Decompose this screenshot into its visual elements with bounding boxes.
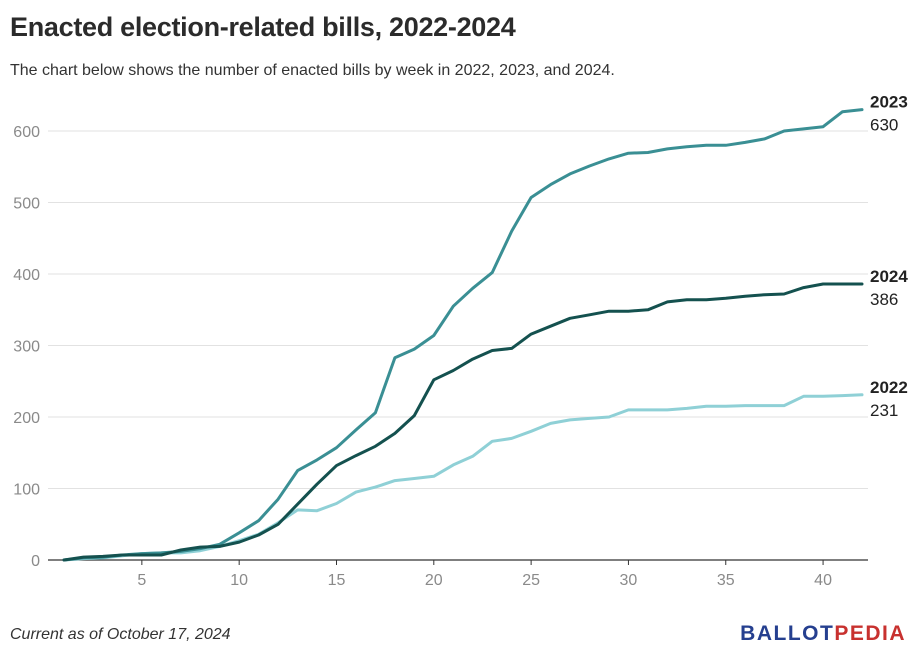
series-line-2023 — [62, 108, 864, 562]
series-label-2022: 2022 — [870, 378, 908, 397]
y-axis: 0 100 200 300 400 500 600 — [13, 124, 40, 570]
x-tick-label: 20 — [425, 572, 443, 589]
x-tick-label: 40 — [814, 572, 832, 589]
x-tick-label: 15 — [328, 572, 346, 589]
x-tick-label: 10 — [230, 572, 248, 589]
series-label-2024: 2024 — [870, 267, 908, 286]
y-tick-label: 200 — [13, 410, 40, 427]
logo-pedia-text: PEDIA — [834, 622, 906, 645]
x-tick-label: 30 — [620, 572, 638, 589]
y-tick-label: 100 — [13, 482, 40, 499]
x-tick-label: 35 — [717, 572, 735, 589]
y-tick-label: 300 — [13, 339, 40, 356]
series-end-value-2022: 231 — [870, 401, 898, 420]
series-end-value-2024: 386 — [870, 290, 898, 309]
ballotpedia-logo[interactable]: BALLOTPEDIA — [740, 622, 906, 646]
x-tick-label: 25 — [522, 572, 540, 589]
series-end-value-2023: 630 — [870, 116, 898, 135]
series-line-2022 — [62, 393, 864, 562]
y-tick-label: 500 — [13, 196, 40, 213]
y-tick-label: 400 — [13, 267, 40, 284]
grid-lines — [48, 130, 868, 561]
x-tick-label: 5 — [137, 572, 146, 589]
series-end-labels: 2022 231 2023 630 2024 386 — [870, 93, 908, 420]
chart-title: Enacted election-related bills, 2022-202… — [10, 12, 516, 42]
series-label-2023: 2023 — [870, 93, 908, 112]
series-lines — [62, 108, 864, 562]
logo-ballot-text: BALLOT — [740, 622, 835, 645]
y-tick-label: 600 — [13, 124, 40, 141]
x-axis: 5 10 15 20 25 30 35 40 — [137, 560, 832, 589]
y-tick-label: 0 — [31, 553, 40, 570]
series-line-2024 — [62, 282, 864, 562]
footer-note: Current as of October 17, 2024 — [10, 626, 231, 643]
chart-subtitle: The chart below shows the number of enac… — [10, 62, 615, 79]
